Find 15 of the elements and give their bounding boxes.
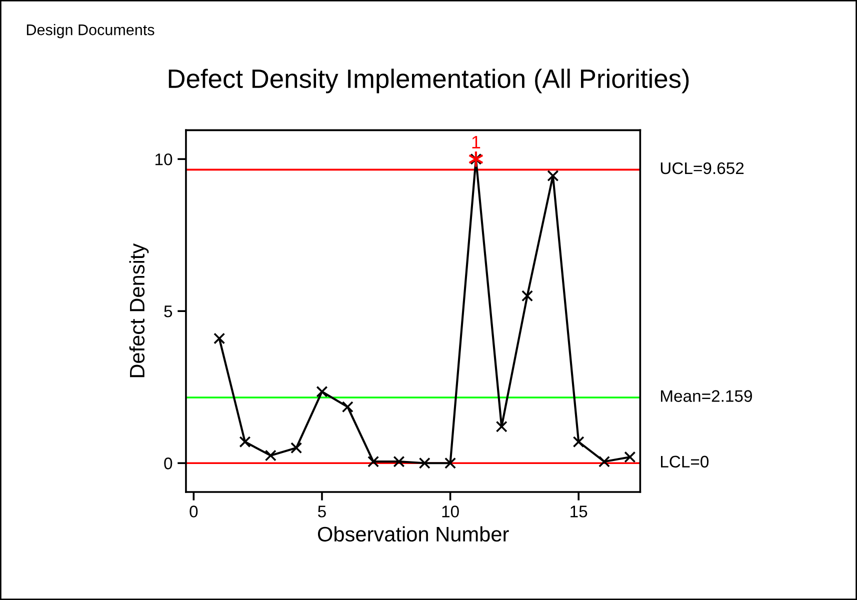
ref-line-label: UCL=9.652 <box>660 162 744 174</box>
y-axis-title: Defect Density <box>129 243 149 378</box>
chart-title: Defect Density Implementation (All Priorities) <box>168 68 689 94</box>
y-tick-label: 10 <box>156 153 172 166</box>
ref-line-label: LCL=0 <box>660 456 709 468</box>
x-tick-label: 15 <box>570 506 588 518</box>
text: Design Documents <box>26 24 154 38</box>
annotation: 1 <box>472 136 480 148</box>
x-tick-label: 0 <box>190 506 198 518</box>
x-tick-label: 5 <box>318 506 326 518</box>
y-tick-label: 0 <box>164 458 172 470</box>
x-axis-title: Observation Number <box>318 526 509 542</box>
y-tick-label: 5 <box>164 306 172 318</box>
x-tick-label: 10 <box>442 506 459 518</box>
ref-line-label: Mean=2.159 <box>660 390 752 402</box>
